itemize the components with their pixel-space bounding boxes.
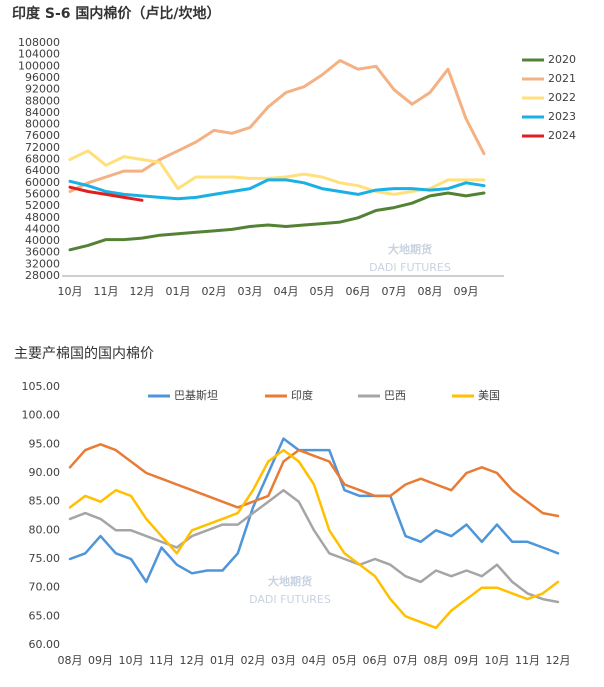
chart-title: 印度 S-6 国内棉价（卢比/坎地） [12, 5, 221, 22]
x-tick-label: 12月 [546, 654, 571, 667]
legend-label: 2020 [548, 53, 576, 66]
x-tick-label: 11月 [515, 654, 540, 667]
watermark: 大地期货 [268, 574, 312, 588]
y-tick-label: 100000 [18, 59, 60, 72]
chart-title: 主要产棉国的国内棉价 [14, 345, 154, 362]
y-tick-label: 48000 [25, 211, 60, 224]
y-tick-label: 68000 [25, 153, 60, 166]
x-tick-label: 10月 [485, 654, 510, 667]
y-tick-label: 84000 [25, 106, 60, 119]
y-tick-label: 96000 [25, 71, 60, 84]
y-tick-label: 95.00 [29, 437, 61, 450]
x-tick-label: 02月 [202, 285, 227, 298]
series-line [68, 149, 486, 196]
legend-label: 印度 [291, 388, 313, 402]
y-tick-label: 75.00 [29, 552, 61, 565]
x-tick-label: 06月 [363, 654, 388, 667]
y-tick-label: 72000 [25, 141, 60, 154]
x-tick-label: 08月 [418, 285, 443, 298]
legend-label: 2023 [548, 110, 576, 123]
x-tick-label: 03月 [271, 654, 296, 667]
y-tick-label: 56000 [25, 187, 60, 200]
legend-label: 2021 [548, 72, 576, 85]
y-tick-label: 28000 [25, 269, 60, 282]
x-tick-label: 05月 [310, 285, 335, 298]
watermark: DADI FUTURES [369, 261, 451, 274]
x-tick-label: 11月 [149, 654, 174, 667]
x-tick-label: 06月 [346, 285, 371, 298]
watermark: 大地期货 [388, 242, 432, 256]
series-line [68, 448, 560, 630]
series-line [68, 437, 560, 584]
y-tick-label: 85.00 [29, 495, 61, 508]
watermark: DADI FUTURES [249, 593, 331, 606]
y-tick-label: 100.00 [22, 409, 61, 422]
legend-label: 巴基斯坦 [174, 388, 218, 402]
x-tick-label: 08月 [58, 654, 83, 667]
x-tick-label: 07月 [393, 654, 418, 667]
legend-label: 美国 [478, 389, 500, 402]
x-tick-label: 04月 [302, 654, 327, 667]
y-tick-label: 44000 [25, 222, 60, 235]
x-tick-label: 12月 [130, 285, 155, 298]
y-tick-label: 76000 [25, 129, 60, 142]
x-tick-label: 01月 [166, 285, 191, 298]
series-line [68, 488, 560, 604]
legend-label: 2024 [548, 129, 576, 142]
x-tick-label: 09月 [88, 654, 113, 667]
x-tick-label: 02月 [241, 654, 266, 667]
y-tick-label: 105.00 [22, 380, 61, 393]
series-line [68, 59, 486, 193]
y-tick-label: 108000 [18, 36, 60, 49]
y-tick-label: 90.00 [29, 466, 61, 479]
y-tick-label: 64000 [25, 164, 60, 177]
x-tick-label: 09月 [454, 654, 479, 667]
x-tick-label: 12月 [180, 654, 205, 667]
y-tick-label: 80000 [25, 118, 60, 131]
y-tick-label: 92000 [25, 83, 60, 96]
series-line [68, 185, 144, 202]
x-tick-label: 07月 [382, 285, 407, 298]
x-tick-label: 10月 [119, 654, 144, 667]
x-tick-label: 01月 [210, 654, 235, 667]
series-line [68, 178, 486, 201]
y-tick-label: 88000 [25, 94, 60, 107]
y-tick-label: 104000 [18, 48, 60, 61]
y-tick-label: 70.00 [29, 581, 61, 594]
x-tick-label: 09月 [454, 285, 479, 298]
legend-label: 巴西 [384, 389, 406, 402]
x-tick-label: 05月 [332, 654, 357, 667]
series-line [68, 443, 560, 518]
legend-label: 2022 [548, 91, 576, 104]
x-tick-label: 11月 [94, 285, 119, 298]
y-tick-label: 52000 [25, 199, 60, 212]
x-tick-label: 10月 [58, 285, 83, 298]
x-tick-label: 04月 [274, 285, 299, 298]
x-tick-label: 08月 [424, 654, 449, 667]
y-tick-label: 32000 [25, 257, 60, 270]
y-tick-label: 60.00 [29, 638, 61, 651]
y-tick-label: 80.00 [29, 523, 61, 536]
y-tick-label: 65.00 [29, 609, 61, 622]
y-tick-label: 36000 [25, 246, 60, 259]
x-tick-label: 03月 [238, 285, 263, 298]
y-tick-label: 60000 [25, 176, 60, 189]
series-line [68, 191, 486, 252]
y-tick-label: 40000 [25, 234, 60, 247]
